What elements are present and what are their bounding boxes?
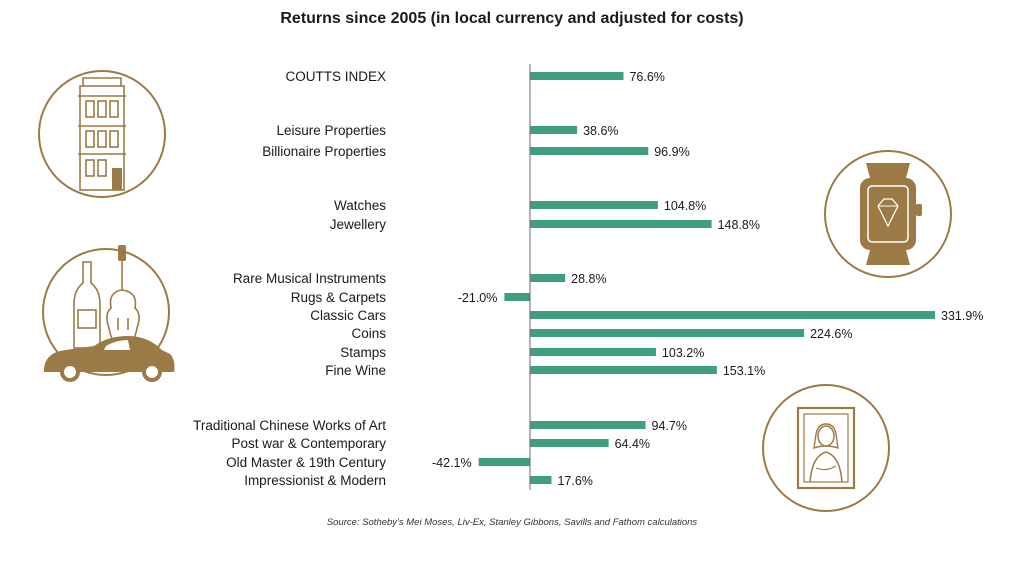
category-label: Watches [334,198,386,213]
bar [530,476,552,484]
value-label: 104.8% [664,199,706,213]
value-label: -21.0% [458,291,498,305]
category-label: Rugs & Carpets [291,290,387,305]
building-icon [38,70,166,198]
mona-lisa-frame-icon [762,384,890,512]
decorative-icons [38,70,952,512]
category-labels-layer: COUTTS INDEX Leisure Properties Billionair… [193,69,386,488]
value-label: 28.8% [571,272,606,286]
value-label: 103.2% [662,346,704,360]
category-label: Rare Musical Instruments [233,271,386,286]
value-label: 96.9% [654,145,689,159]
bars-layer [478,72,935,484]
bar [530,421,646,429]
source-note: Source: Sotheby's Mei Moses, Liv-Ex, Sta… [326,517,698,528]
value-label: 17.6% [557,474,592,488]
category-label: Jewellery [330,217,387,232]
value-label: 148.8% [718,218,760,232]
bar [530,274,566,282]
category-label: Billionaire Properties [262,144,386,159]
value-label: 76.6% [629,70,664,84]
bar [504,293,530,301]
value-label: -42.1% [432,456,472,470]
category-label: Old Master & 19th Century [226,455,386,470]
value-label: 331.9% [941,309,983,323]
bar [530,220,712,228]
bar [530,201,658,209]
bar [530,366,717,374]
category-label: COUTTS INDEX [285,69,386,84]
chart-title: Returns since 2005 (in local currency an… [280,10,744,27]
bar [530,311,935,319]
value-label: 38.6% [583,124,618,138]
category-label: Stamps [340,345,386,360]
bar [530,348,656,356]
value-labels-layer: 76.6% 38.6% 96.9% 104.8% 148.8% 28.8% -21.0% 33… [432,70,983,488]
value-label: 153.1% [723,364,765,378]
category-label: Leisure Properties [276,123,386,138]
bar [478,458,530,466]
wine-violin-car-icon [42,245,175,382]
bar [530,439,609,447]
value-label: 224.6% [810,327,852,341]
category-label: Coins [351,326,386,341]
category-label: Fine Wine [325,363,386,378]
value-label: 64.4% [615,437,650,451]
diamond-watch-icon [824,150,952,278]
bar [530,147,649,155]
category-label: Classic Cars [310,308,386,323]
bar [530,126,578,134]
value-label: 94.7% [652,419,687,433]
category-label: Post war & Contemporary [231,436,386,451]
category-label: Impressionist & Modern [244,473,386,488]
category-label: Traditional Chinese Works of Art [193,418,386,433]
bar [530,72,624,80]
bar [530,329,805,337]
